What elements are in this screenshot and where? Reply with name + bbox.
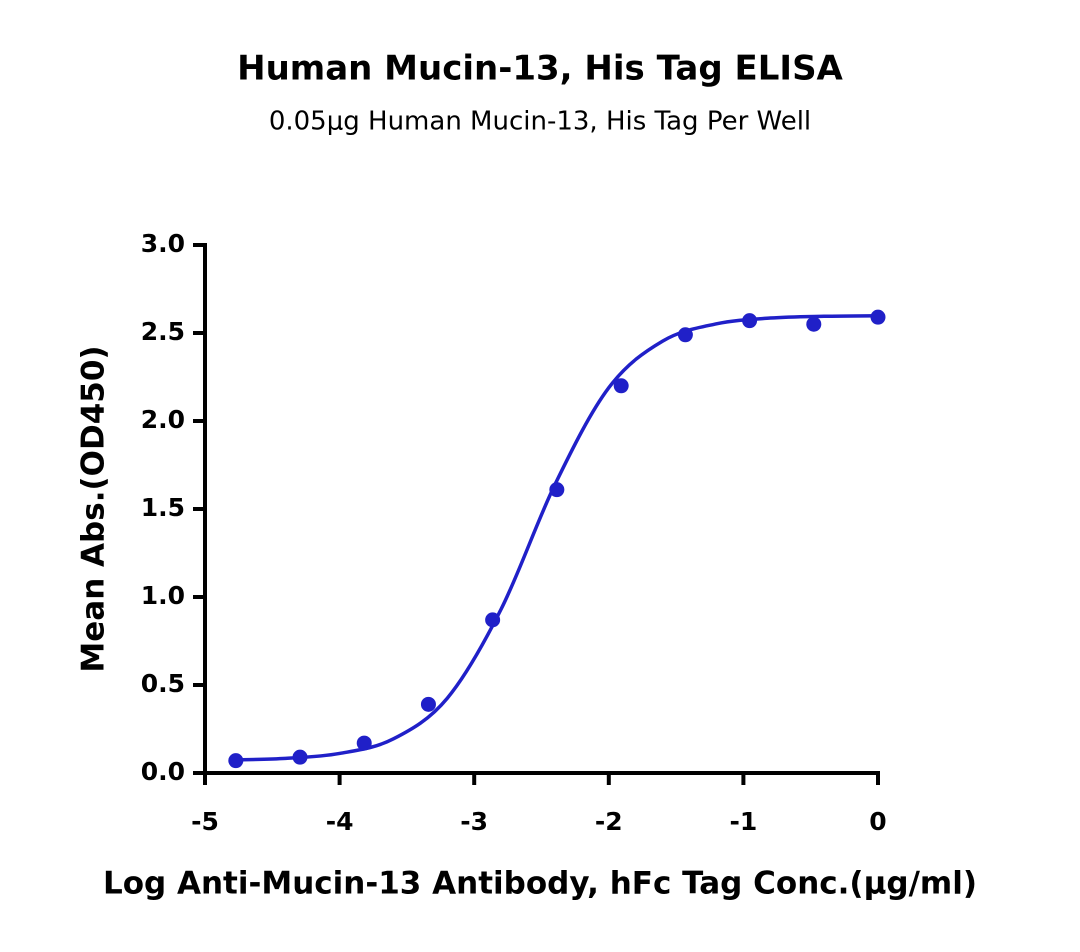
x-tick-label: -2: [595, 807, 623, 836]
data-point: [677, 327, 693, 343]
y-tick-label: 2.0: [141, 405, 185, 434]
y-tick-label: 2.5: [141, 317, 185, 346]
y-axis-label: Mean Abs.(OD450): [76, 345, 112, 672]
data-point: [356, 735, 372, 751]
data-point: [228, 753, 244, 769]
chart-title: Human Mucin-13, His Tag ELISA: [237, 49, 843, 89]
x-tick-label: -4: [326, 807, 354, 836]
y-tick-label: 3.0: [141, 229, 185, 258]
data-point: [420, 696, 436, 712]
y-tick-label: 0.0: [141, 757, 185, 786]
y-tick-label: 1.0: [141, 581, 185, 610]
chart-subtitle: 0.05μg Human Mucin-13, His Tag Per Well: [269, 107, 811, 137]
x-tick-label: -3: [460, 807, 488, 836]
data-point: [870, 309, 886, 325]
data-point: [485, 612, 501, 628]
x-tick-label: -5: [191, 807, 219, 836]
x-tick-label: -1: [730, 807, 758, 836]
data-point: [549, 482, 565, 498]
data-point: [292, 749, 308, 765]
data-point: [806, 316, 822, 332]
x-tick-label: 0: [869, 807, 886, 836]
x-axis-label: Log Anti-Mucin-13 Antibody, hFc Tag Conc…: [103, 866, 977, 902]
fit-curve: [231, 314, 879, 762]
data-point: [613, 378, 629, 394]
data-point: [742, 313, 758, 329]
y-tick-label: 1.5: [141, 493, 185, 522]
y-tick-label: 0.5: [141, 669, 185, 698]
